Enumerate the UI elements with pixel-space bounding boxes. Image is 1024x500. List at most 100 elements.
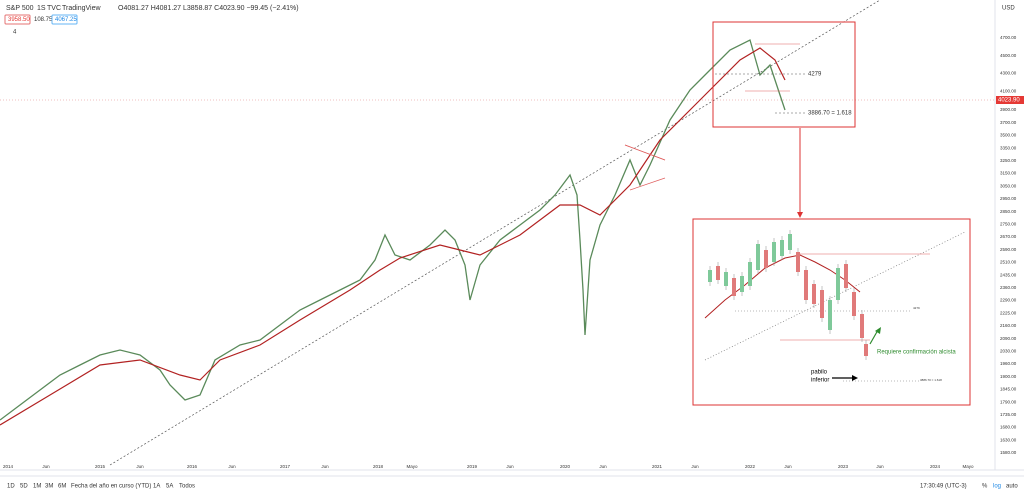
- bullish-arrow: [869, 329, 879, 345]
- inset-candle: [852, 292, 856, 316]
- inset-wick-label: pabilo: [811, 370, 828, 376]
- inset-candle: [780, 240, 784, 256]
- inset-candle: [796, 252, 800, 272]
- indicator-count[interactable]: 4: [13, 30, 17, 36]
- price-label: 2225.00: [1000, 310, 1017, 315]
- time-label: Jun: [228, 464, 236, 469]
- time-label: 2021: [652, 464, 663, 469]
- price-label: 1900.00: [1000, 374, 1017, 379]
- symbol: S&P 500: [6, 5, 34, 12]
- price-label: 3700.00: [1000, 120, 1017, 125]
- clock: 17:30:49 (UTC-3): [920, 484, 967, 490]
- percent-toggle[interactable]: %: [982, 484, 988, 490]
- price-label: 3050.00: [1000, 183, 1017, 188]
- range-button[interactable]: 1D: [7, 484, 15, 490]
- currency: USD: [1002, 6, 1015, 12]
- price-label: 3150.00: [1000, 171, 1017, 176]
- inset-candle: [748, 262, 752, 286]
- arrow-head: [797, 212, 803, 218]
- inset-candle: [764, 250, 768, 268]
- level-label: 4279: [808, 72, 822, 78]
- price-label: 2950.00: [1000, 196, 1017, 201]
- inset-candle: [772, 242, 776, 262]
- price-label: 1680.00: [1000, 425, 1017, 430]
- price-label: 1580.00: [1000, 450, 1017, 455]
- inset-candle: [708, 270, 712, 282]
- inset-level: 4279: [913, 306, 920, 310]
- channel-line: [629, 177, 666, 191]
- inset-candle: [724, 272, 728, 286]
- time-label: Jun: [876, 464, 884, 469]
- log-toggle[interactable]: log: [993, 484, 1001, 490]
- bullish-arrow-head: [875, 327, 881, 334]
- price-label: 2435.00: [1000, 272, 1017, 277]
- time-label: 2015: [95, 464, 106, 469]
- time-label: Jun: [321, 464, 329, 469]
- source: TVC: [47, 5, 61, 12]
- price-label: 2750.00: [1000, 221, 1017, 226]
- time-label: Jun: [42, 464, 50, 469]
- inset-candle: [864, 344, 868, 356]
- platform: TradingView: [62, 5, 101, 12]
- price-label: 2160.00: [1000, 323, 1017, 328]
- inset-candle: [756, 244, 760, 270]
- inset-candle: [860, 314, 864, 338]
- inset-candle: [740, 276, 744, 292]
- price-label: 4500.00: [1000, 53, 1017, 58]
- interval: 1S: [37, 5, 46, 12]
- range-button[interactable]: 1M: [33, 484, 41, 490]
- time-label: Jun: [506, 464, 514, 469]
- auto-toggle[interactable]: auto: [1006, 484, 1018, 490]
- spread: 108.75: [34, 17, 53, 23]
- time-label: 2020: [560, 464, 571, 469]
- trend-line: [109, 0, 881, 466]
- sell-button[interactable]: [4, 14, 31, 25]
- time-label: 2016: [187, 464, 198, 469]
- ohlc: O4081.27 H4081.27 L3858.87 C4023.90 −99.…: [118, 5, 299, 12]
- sell-price[interactable]: 3958.50: [8, 17, 30, 23]
- price-label: 1960.00: [1000, 361, 1017, 366]
- price-label: 1630.00: [1000, 437, 1017, 442]
- time-label: Jun: [599, 464, 607, 469]
- inset-candle: [788, 234, 792, 250]
- last-price-tag: [996, 96, 1024, 104]
- time-label: Jun: [136, 464, 144, 469]
- channel-line: [624, 144, 666, 161]
- time-label: 2014: [3, 464, 14, 469]
- inset-candle: [732, 278, 736, 296]
- time-label: Jun: [784, 464, 792, 469]
- time-label: 2022: [745, 464, 756, 469]
- price-label: 4700.00: [1000, 35, 1017, 40]
- time-label: Mayo: [406, 464, 418, 469]
- range-button[interactable]: 3M: [45, 484, 53, 490]
- range-button[interactable]: 5D: [20, 484, 28, 490]
- inset-target: 3886.70 = 1.618: [920, 378, 942, 382]
- price-label: 1735.00: [1000, 412, 1017, 417]
- time-label: 2024: [930, 464, 941, 469]
- inset-candles: [708, 230, 868, 360]
- range-button[interactable]: 1A: [153, 484, 160, 490]
- price-series: [0, 39, 786, 421]
- range-button[interactable]: Todos: [179, 484, 195, 490]
- buy-price[interactable]: 4067.25: [55, 17, 77, 23]
- buy-button[interactable]: [51, 14, 78, 25]
- range-button[interactable]: 5A: [166, 484, 173, 490]
- range-button[interactable]: 6M: [58, 484, 66, 490]
- inset-wick-label: inferior: [811, 378, 829, 384]
- inset-candle: [836, 268, 840, 300]
- highlight-box: [712, 21, 856, 128]
- time-label: 2017: [280, 464, 291, 469]
- price-label: 2510.00: [1000, 260, 1017, 265]
- time-label: Jun: [691, 464, 699, 469]
- target-label: 3886.70 = 1.618: [808, 111, 852, 117]
- price-label: 3250.00: [1000, 158, 1017, 163]
- price-label: 2360.00: [1000, 285, 1017, 290]
- inset-note: Requiere confirmación alcista: [877, 350, 956, 356]
- price-label: 2090.00: [1000, 336, 1017, 341]
- range-button[interactable]: Fecha del año en curso (YTD): [71, 484, 151, 490]
- last-price: 4023.90: [998, 98, 1020, 104]
- inset-candle: [812, 284, 816, 304]
- inset-candle: [804, 270, 808, 300]
- price-label: 3500.00: [1000, 133, 1017, 138]
